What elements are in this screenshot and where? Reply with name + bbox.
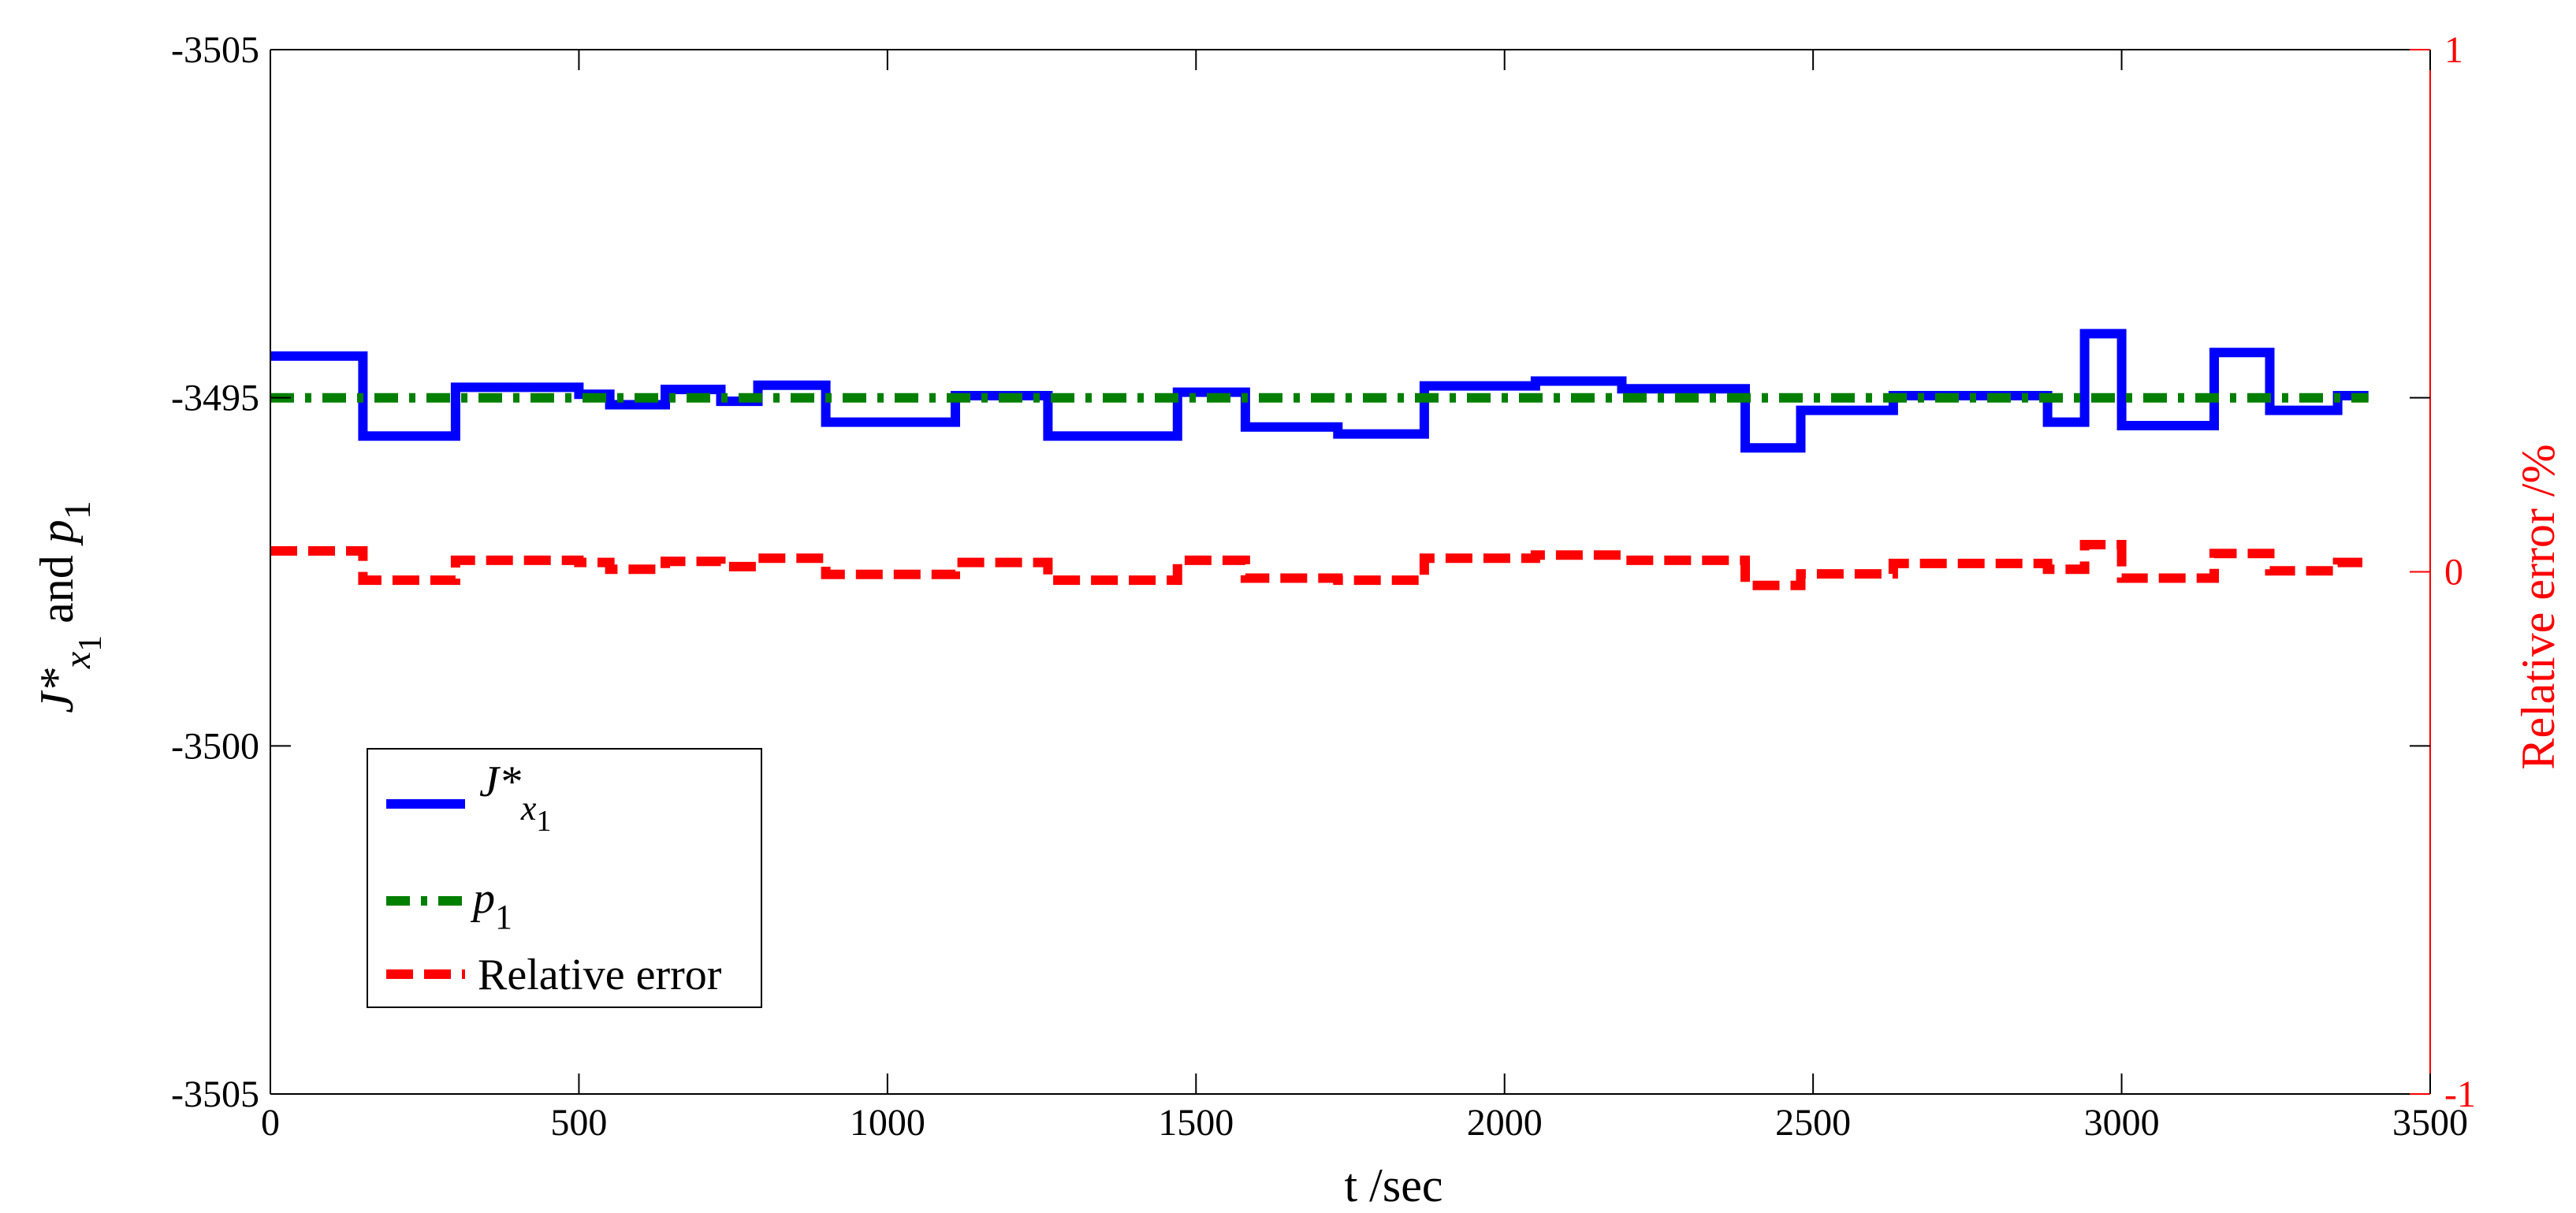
y-tick-label: -3505 [171, 1073, 259, 1115]
series-line-0 [270, 329, 2369, 453]
tick-labels: 0 500 1000 1500 2000 2500 3000 3500 -3505 -3495 -3… [171, 29, 2476, 1144]
y-axis-title: J*x1 and p1 [31, 500, 109, 713]
legend-label-j: J*x1 [479, 757, 551, 838]
x-tick-label: 2000 [1467, 1102, 1543, 1144]
y-axis-title-sub2: 1 [73, 635, 109, 652]
x-tick-label: 3500 [2392, 1102, 2468, 1144]
legend-label-error: Relative error [478, 951, 722, 999]
y2-tick-label: -1 [2444, 1073, 2476, 1115]
x-tick-label: 500 [550, 1102, 607, 1144]
axes [270, 49, 2431, 1095]
y-axis-title-p-sub: 1 [57, 500, 99, 519]
y-axis-title-sub1: x [57, 652, 99, 669]
svg-text:J*x1 and p1: J*x1 and p1 [31, 500, 109, 713]
y-axis-title-p: p [31, 519, 83, 546]
plot-area [270, 329, 2369, 590]
x-tick-label: 1000 [850, 1102, 925, 1144]
x-tick-label: 2500 [1775, 1102, 1851, 1144]
y-axis-title-main: J* [31, 668, 83, 713]
legend-label-p: p1 [470, 874, 512, 936]
legend: J*x1 p1 Relative error [367, 748, 762, 1008]
x-axis-title: t /sec [1345, 1159, 1443, 1211]
y2-tick-label: 0 [2444, 552, 2463, 593]
y2-tick-label: 1 [2444, 29, 2463, 71]
x-tick-label: 3000 [2084, 1102, 2160, 1144]
y-tick-label: -3495 [171, 378, 259, 419]
y-axis-title-join: and [31, 543, 83, 635]
y-tick-label: -3500 [171, 725, 259, 767]
y2-axis-title: Relative error /% [2512, 444, 2564, 769]
series-line-2 [270, 540, 2369, 590]
y-tick-label: -3505 [171, 29, 259, 71]
x-tick-label: 0 [261, 1102, 280, 1144]
x-tick-label: 1500 [1158, 1102, 1234, 1144]
legend-box [367, 748, 762, 1008]
